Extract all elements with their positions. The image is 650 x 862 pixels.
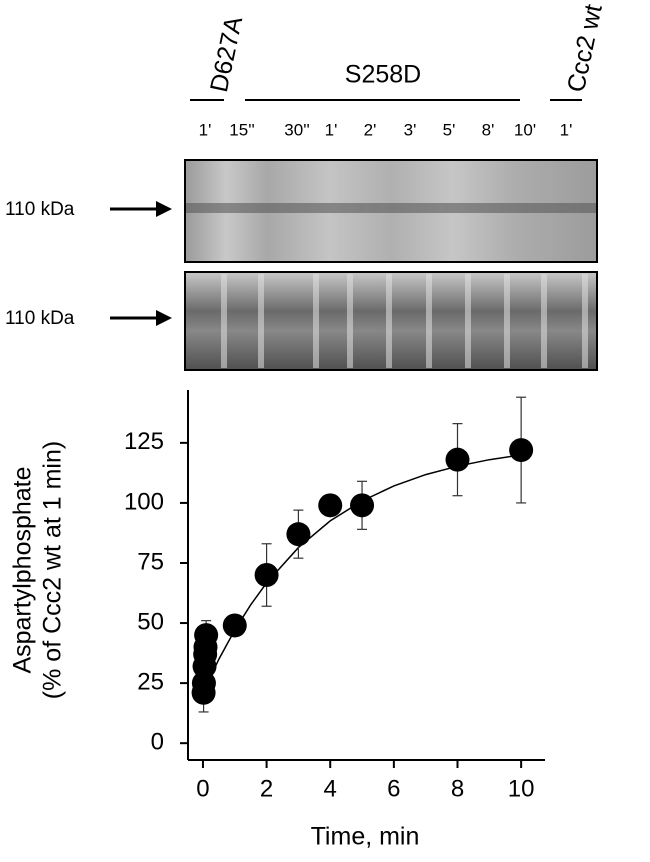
gel-lane-gap <box>465 274 471 368</box>
marker-arrowhead <box>156 310 172 326</box>
marker-label: 110 kDa <box>5 199 75 220</box>
lane-label: 2' <box>364 120 377 139</box>
data-point <box>350 493 375 518</box>
y-axis-title: Aspartylphosphate <box>9 466 37 673</box>
y-tick-label: 25 <box>137 668 164 695</box>
y-tick-label: 125 <box>124 428 164 455</box>
lane-label: 15'' <box>229 120 254 139</box>
lane-label: 10' <box>514 120 536 139</box>
plot: 0 25 50 75 100 125 0 2 4 6 8 10 <box>124 396 535 802</box>
x-axis-title: Time, min <box>311 823 420 851</box>
group-label: D627A <box>205 14 248 95</box>
gel-lane-gap <box>258 274 264 368</box>
lane-label: 8' <box>482 120 495 139</box>
y-tick-label: 100 <box>124 488 164 515</box>
lane-label: 1' <box>325 120 338 139</box>
x-tick-label: 2 <box>260 775 273 802</box>
data-point <box>286 522 311 547</box>
gel-lane-gap <box>386 274 392 368</box>
x-tick-label: 4 <box>324 775 337 802</box>
gel-lane-gap <box>313 274 319 368</box>
gel-lane-gap <box>582 274 588 368</box>
group-label: Ccc2 wt <box>562 2 608 95</box>
data-point <box>509 438 534 463</box>
data-point <box>222 613 247 638</box>
data-point <box>191 671 216 696</box>
x-tick-label: 10 <box>508 775 535 802</box>
data-point <box>318 493 343 518</box>
data-point <box>445 447 470 472</box>
marker-label: 110 kDa <box>5 308 75 329</box>
x-tick-label: 0 <box>196 775 209 802</box>
y-axis-title: (% of Ccc2 wt at 1 min) <box>39 441 67 699</box>
gel-lanes <box>221 274 588 368</box>
gel-lane-gap <box>221 274 227 368</box>
y-tick-label: 50 <box>137 608 164 635</box>
group-label: S258D <box>345 61 421 89</box>
lane-label: 3' <box>404 120 417 139</box>
gel-lane-gap <box>541 274 547 368</box>
lane-label: 1' <box>199 120 212 139</box>
gel-lane-gap <box>426 274 432 368</box>
marker-arrowhead <box>156 201 172 217</box>
lane-labels: 1' 15'' 30'' 1' 2' 3' 5' 8' 10' 1' <box>199 120 573 139</box>
y-tick-label: 75 <box>137 548 164 575</box>
x-tick-label: 8 <box>451 775 464 802</box>
y-tick-label: 0 <box>151 729 164 756</box>
gel-lane-gap <box>504 274 510 368</box>
x-tick-label: 6 <box>387 775 400 802</box>
lane-label: 30'' <box>284 120 309 139</box>
gel-band <box>186 203 596 213</box>
gel-lane-gap <box>347 274 353 368</box>
data-point <box>254 563 279 587</box>
data-point <box>194 623 219 648</box>
lane-label: 1' <box>560 120 573 139</box>
lane-label: 5' <box>443 120 456 139</box>
